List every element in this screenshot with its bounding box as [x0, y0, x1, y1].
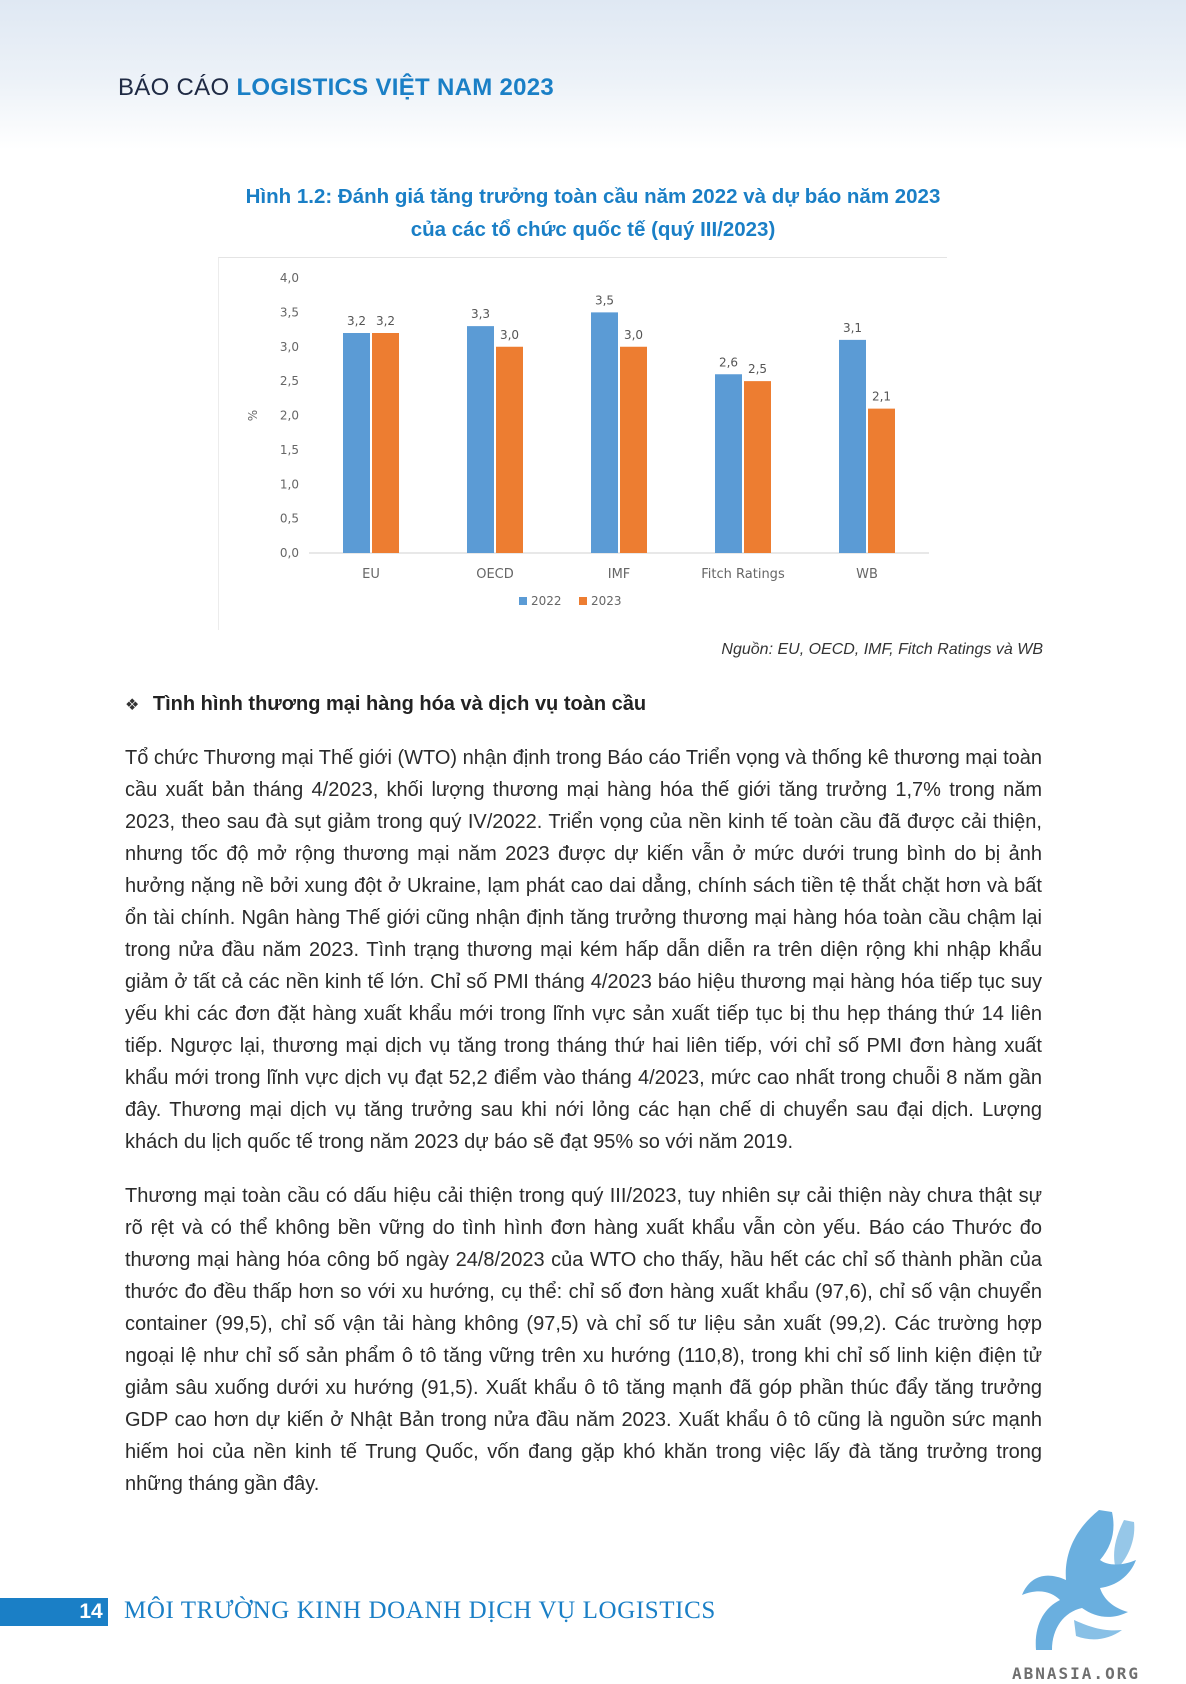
- y-tick-label: 4,0: [280, 271, 299, 285]
- data-label: 3,0: [624, 328, 643, 342]
- data-label: 2,6: [719, 355, 738, 369]
- data-label: 3,2: [347, 314, 366, 328]
- paragraph-2: Thương mại toàn cầu có dấu hiệu cải thiệ…: [125, 1185, 1042, 1495]
- bar-2023-oecd: [496, 346, 523, 553]
- y-tick-label: 3,0: [280, 340, 299, 354]
- data-label: 3,5: [595, 293, 614, 307]
- bar-2022-imf: [591, 312, 618, 553]
- x-tick-label: EU: [362, 567, 380, 582]
- x-tick-label: IMF: [608, 567, 631, 582]
- x-tick-label: WB: [856, 567, 878, 582]
- legend-swatch-2023: [579, 597, 587, 605]
- footer-title: MÔI TRƯỜNG KINH DOANH DỊCH VỤ LOGISTICS: [124, 1597, 716, 1624]
- figure-caption-line-2: của các tổ chức quốc tế (quý III/2023): [410, 218, 776, 241]
- bar-2023-wb: [868, 408, 895, 553]
- header-title: LOGISTICS VIỆT NAM 2023: [236, 74, 555, 101]
- header-lead: BÁO CÁO: [118, 74, 230, 101]
- data-label: 3,2: [376, 314, 395, 328]
- x-tick-label: Fitch Ratings: [701, 567, 785, 582]
- legend-swatch-2022: [519, 597, 527, 605]
- legend-label: 2022: [531, 594, 562, 608]
- bar-chart: 0,0 0,5 1,0 1,5 2,0 2,5 3,0 3,5 4,0% 3,2 3,2 EU 3,3 3…: [218, 257, 947, 630]
- data-label: 3,0: [500, 328, 519, 342]
- y-tick-label: 2,5: [280, 374, 299, 388]
- bar-2023-imf: [620, 346, 647, 553]
- section-heading-text: Tình hình thương mại hàng hóa và dịch vụ…: [152, 693, 647, 715]
- y-axis-label: %: [246, 410, 260, 421]
- data-label: 2,5: [748, 362, 767, 376]
- bar-2022-fitch-ratings: [715, 374, 742, 553]
- header-band: [0, 0, 1186, 150]
- data-label: 3,3: [471, 307, 490, 321]
- y-tick-label: 3,5: [280, 305, 299, 319]
- griffin-logo-icon: [1022, 1510, 1136, 1650]
- figure-caption-line-1: Hình 1.2: Đánh giá tăng trưởng toàn cầu …: [245, 185, 941, 208]
- figure-source: Nguồn: EU, OECD, IMF, Fitch Ratings và W…: [721, 641, 1043, 658]
- bar-2022-wb: [839, 339, 866, 553]
- bar-2023-fitch-ratings: [744, 381, 771, 553]
- diamond-bullet-icon: ❖: [125, 697, 140, 714]
- section-heading: ❖ Tình hình thương mại hàng hóa và dịch …: [125, 693, 646, 716]
- bar-2023-eu: [372, 333, 399, 553]
- figure-caption: Hình 1.2: Đánh giá tăng trưởng toàn cầu …: [0, 180, 1186, 246]
- y-tick-label: 0,5: [280, 512, 299, 526]
- bar-2022-oecd: [467, 326, 494, 553]
- footer-band: [0, 1598, 108, 1626]
- data-label: 3,1: [843, 321, 862, 335]
- x-tick-label: OECD: [476, 567, 514, 582]
- y-tick-label: 1,5: [280, 443, 299, 457]
- y-tick-label: 2,0: [280, 409, 299, 423]
- legend-label: 2023: [591, 594, 622, 608]
- bar-chart-svg: 0,0 0,5 1,0 1,5 2,0 2,5 3,0 3,5 4,0% 3,2 3,2 EU 3,3 3…: [246, 271, 929, 608]
- report-header: BÁO CÁO LOGISTICS VIỆT NAM 2023: [118, 74, 554, 102]
- y-tick-label: 0,0: [280, 546, 299, 560]
- logo-text: ABNASIA.ORG: [1012, 1664, 1140, 1683]
- y-tick-label: 1,0: [280, 477, 299, 491]
- data-label: 2,1: [872, 390, 891, 404]
- bar-2022-eu: [343, 333, 370, 553]
- page-number: 14: [79, 1600, 103, 1623]
- paragraph-1: Tổ chức Thương mại Thế giới (WTO) nhận đ…: [125, 747, 1042, 1153]
